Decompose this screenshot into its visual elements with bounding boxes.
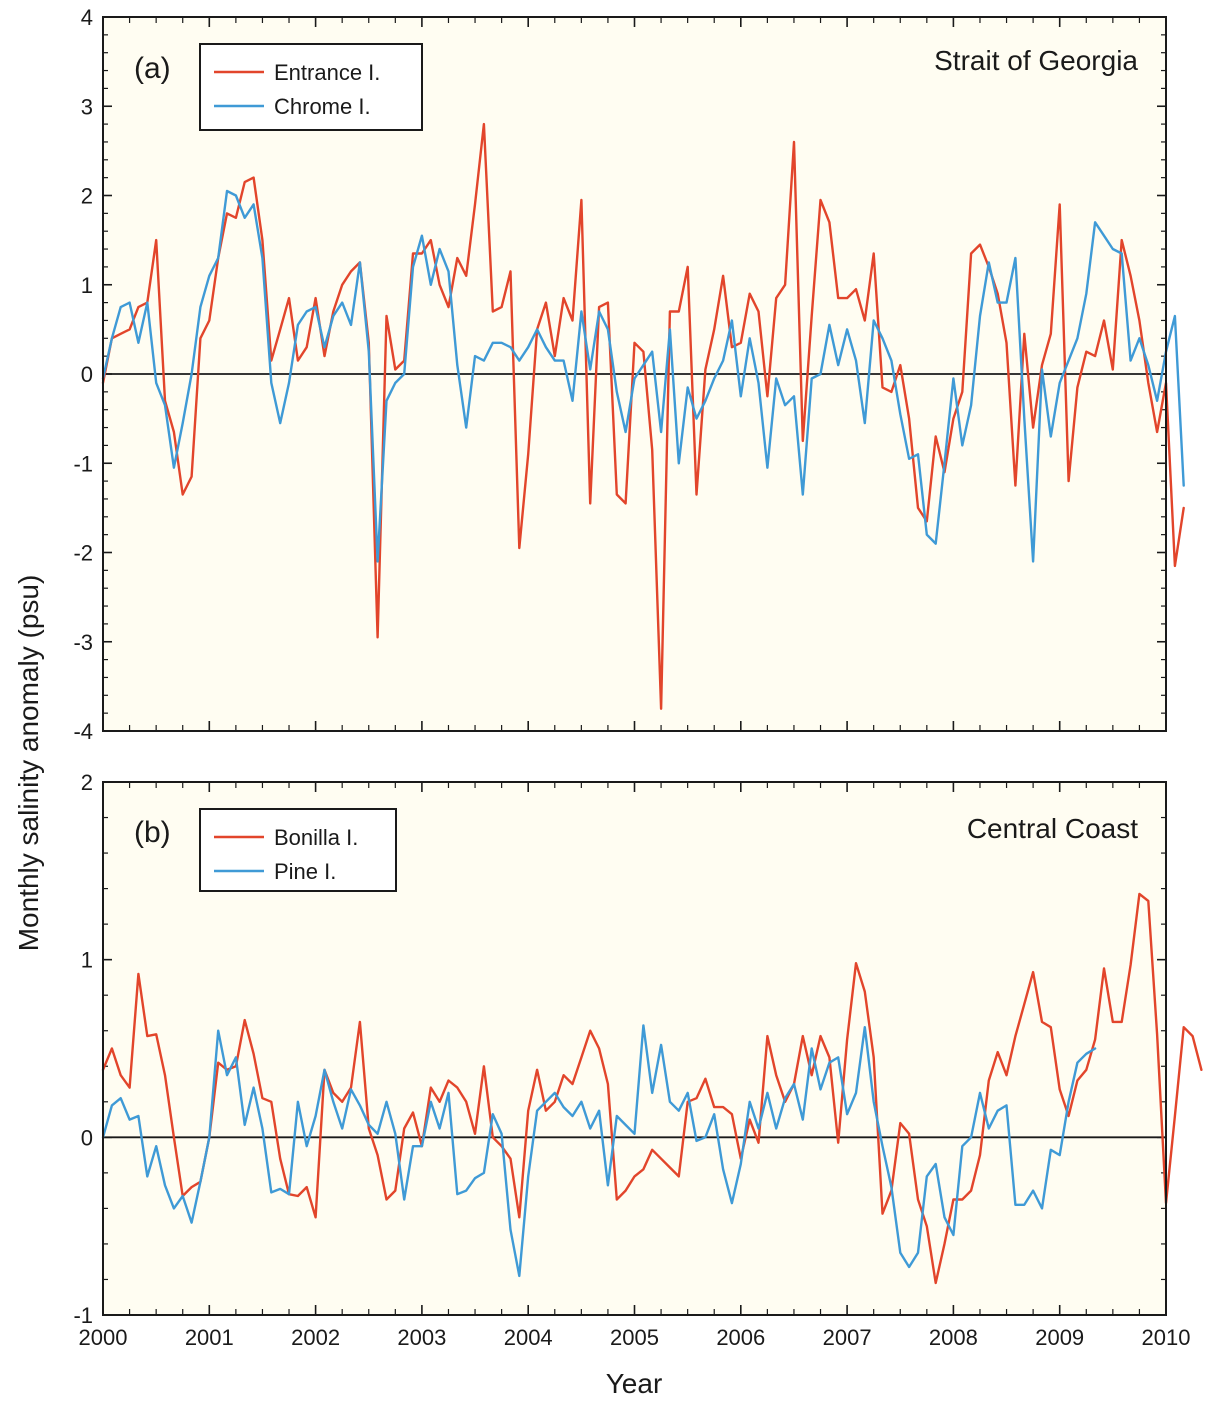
- y-tick-label: 2: [81, 770, 93, 795]
- y-tick-label: -3: [73, 630, 93, 655]
- x-tick-label: 2006: [716, 1325, 765, 1350]
- series-line-pine-i: [101, 1024, 1097, 1278]
- y-tick-label: 3: [81, 94, 93, 119]
- series-line-chrome-i: [101, 189, 1185, 563]
- series-line-entrance-i: [101, 122, 1185, 710]
- legend-label: Chrome I.: [274, 94, 371, 119]
- y-tick-label: 1: [81, 273, 93, 298]
- x-tick-label: 2005: [610, 1325, 659, 1350]
- x-tick-label: 2007: [823, 1325, 872, 1350]
- y-tick-label: 0: [81, 362, 93, 387]
- legend-box: [199, 808, 397, 892]
- legend-label: Pine I.: [274, 859, 336, 884]
- y-tick-label: -4: [73, 719, 93, 744]
- panel-label: (a): [134, 52, 171, 85]
- legend-label: Bonilla I.: [274, 825, 358, 850]
- x-tick-label: 2009: [1035, 1325, 1084, 1350]
- plot-frame-1: [102, 16, 1167, 732]
- y-tick-label: -2: [73, 541, 93, 566]
- y-tick-label: 0: [81, 1125, 93, 1150]
- series-line-bonilla-i: [101, 892, 1203, 1285]
- panel-title: Strait of Georgia: [934, 45, 1138, 76]
- panel-label: (b): [134, 816, 171, 849]
- x-tick-label: 2003: [397, 1325, 446, 1350]
- y-tick-label: 4: [81, 5, 93, 30]
- plot-frame-2: [102, 781, 1167, 1316]
- legend-box: [199, 43, 423, 131]
- x-tick-label: 2001: [185, 1325, 234, 1350]
- y-tick-label: 2: [81, 184, 93, 209]
- y-axis-title: Monthly salinity anomaly (psu): [13, 575, 44, 952]
- x-tick-label: 2010: [1142, 1325, 1191, 1350]
- panel-title: Central Coast: [967, 813, 1138, 844]
- x-tick-label: 2004: [504, 1325, 553, 1350]
- y-tick-label: -1: [73, 1303, 93, 1328]
- x-tick-label: 2002: [291, 1325, 340, 1350]
- x-tick-label: 2000: [79, 1325, 128, 1350]
- y-tick-label: -1: [73, 451, 93, 476]
- x-tick-label: 2008: [929, 1325, 978, 1350]
- legend-label: Entrance I.: [274, 60, 380, 85]
- x-axis-title: Year: [606, 1368, 663, 1399]
- y-tick-label: 1: [81, 948, 93, 973]
